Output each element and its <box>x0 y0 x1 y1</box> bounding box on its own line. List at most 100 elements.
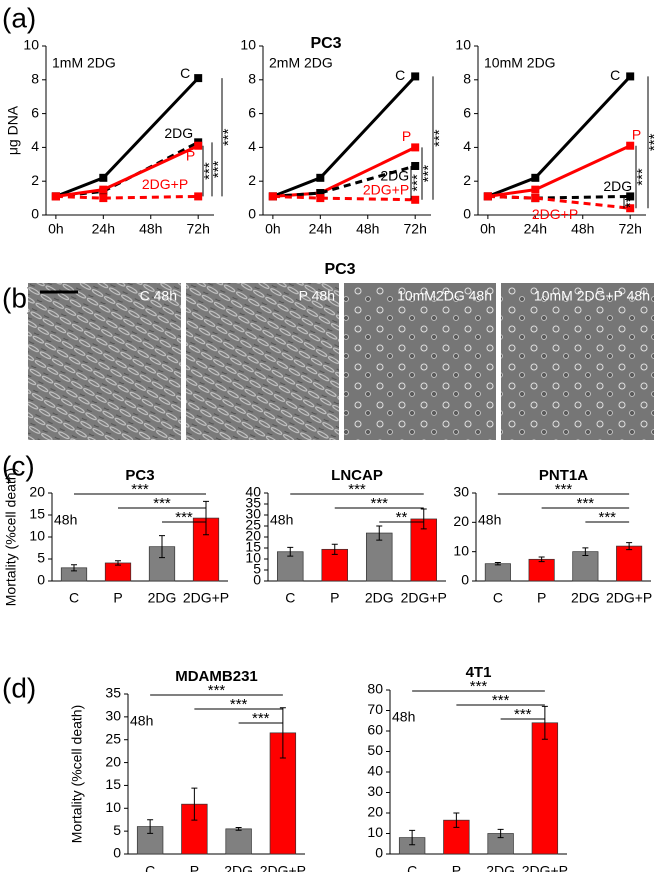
y-tick-label: 40 <box>245 484 261 500</box>
marker <box>194 74 203 83</box>
y-tick-label: 20 <box>105 753 121 769</box>
y-tick-label: 35 <box>245 495 261 511</box>
error-bar <box>203 500 209 536</box>
series-label: C <box>180 65 190 81</box>
significance-label: *** <box>153 495 171 512</box>
x-tick-label: 72h <box>404 221 427 237</box>
subtitle: 1mM 2DG <box>52 55 116 71</box>
y-tick-label: 0 <box>461 572 469 588</box>
significance-label: *** <box>646 133 660 151</box>
micrograph <box>186 283 339 440</box>
y-tick-label: 15 <box>245 539 261 555</box>
error-bar <box>191 787 198 821</box>
y-tick-label: 30 <box>367 783 383 799</box>
micrograph-label: C 48h <box>140 288 177 304</box>
error-bar <box>159 535 165 559</box>
x-tick-label: 2DG <box>486 863 515 872</box>
x-tick-label: 0h <box>480 221 496 237</box>
marker <box>411 72 420 81</box>
y-tick-label: 25 <box>245 517 261 533</box>
y-tick-label: 35 <box>105 685 121 701</box>
marker <box>268 192 277 201</box>
x-tick-label: 72h <box>187 221 210 237</box>
y-tick-label: 6 <box>31 104 39 120</box>
significance-label: *** <box>220 128 237 146</box>
y-tick-label: 2 <box>248 172 256 188</box>
note: 48h <box>270 512 293 528</box>
significance-label: ** <box>622 196 639 208</box>
marker <box>626 141 635 150</box>
significance-label: *** <box>492 692 510 709</box>
bar <box>104 562 132 582</box>
marker <box>194 141 203 150</box>
x-tick-label: 24h <box>92 221 115 237</box>
series-label: P <box>186 147 195 163</box>
x-tick-label: C <box>493 590 503 606</box>
series-line <box>55 194 199 200</box>
y-tick-label: 80 <box>367 681 383 697</box>
x-tick-label: 0h <box>265 221 281 237</box>
marker <box>194 192 203 201</box>
marker <box>531 194 540 203</box>
bar <box>225 828 252 855</box>
x-tick-label: P <box>330 590 339 606</box>
y-tick-label: 40 <box>367 763 383 779</box>
marker <box>626 72 635 81</box>
panel-label: (a) <box>2 2 36 33</box>
y-tick-label: 5 <box>113 822 121 838</box>
significance-label: *** <box>634 168 651 186</box>
significance-label: *** <box>175 509 193 526</box>
x-tick-label: P <box>190 863 199 872</box>
x-tick-label: C <box>285 590 295 606</box>
note: 48h <box>130 713 153 729</box>
x-tick-label: P <box>113 590 122 606</box>
y-tick-label: 30 <box>105 708 121 724</box>
significance-label: *** <box>208 682 226 699</box>
panel-label: (d) <box>2 672 36 703</box>
significance-label: *** <box>555 481 573 498</box>
series-line <box>487 194 631 200</box>
significance-label: ** <box>396 509 408 526</box>
panel-label: (c) <box>2 450 35 481</box>
panel-title: PC3 <box>310 35 341 52</box>
error-bar <box>409 829 416 846</box>
micrograph <box>501 283 654 440</box>
error-bar <box>497 828 504 839</box>
y-tick-label: 70 <box>367 701 383 717</box>
marker <box>316 194 325 203</box>
micrographs: C 48h P 48h 10mM2DG 48h 10mM 2DG+P 48h <box>28 283 654 440</box>
y-axis-label: Mortality (%cell death) <box>3 468 19 607</box>
marker <box>99 194 108 203</box>
marker <box>316 189 325 198</box>
marker <box>99 185 108 194</box>
micrograph <box>28 283 181 440</box>
significance-label: *** <box>470 678 488 695</box>
y-tick-label: 0 <box>31 206 39 222</box>
x-tick-label: 2DG+P <box>260 863 306 872</box>
x-tick-label: 72h <box>619 221 642 237</box>
x-tick-label: C <box>69 590 79 606</box>
marker <box>411 143 420 152</box>
series-label: P <box>402 128 411 144</box>
error-bar <box>582 547 589 556</box>
x-tick-label: 0h <box>48 221 64 237</box>
y-tick-label: 0 <box>248 206 256 222</box>
bar <box>528 558 555 582</box>
subtitle: 2mM 2DG <box>269 55 333 71</box>
x-tick-label: 2DG <box>148 590 177 606</box>
significance-label: *** <box>577 495 595 512</box>
y-tick-label: 15 <box>105 776 121 792</box>
x-tick-label: 2DG+P <box>522 863 568 872</box>
y-tick-label: 20 <box>29 484 45 500</box>
marker <box>483 192 492 201</box>
y-tick-label: 4 <box>248 138 256 154</box>
y-tick-label: 4 <box>463 138 471 154</box>
panel-title: PC3 <box>324 261 355 278</box>
series-label: C <box>395 67 405 83</box>
y-tick-label: 8 <box>248 71 256 87</box>
significance-label: *** <box>409 174 426 192</box>
error-bar <box>541 705 548 740</box>
error-bar <box>287 546 294 557</box>
y-tick-label: 30 <box>245 506 261 522</box>
significance-label: *** <box>230 696 248 713</box>
